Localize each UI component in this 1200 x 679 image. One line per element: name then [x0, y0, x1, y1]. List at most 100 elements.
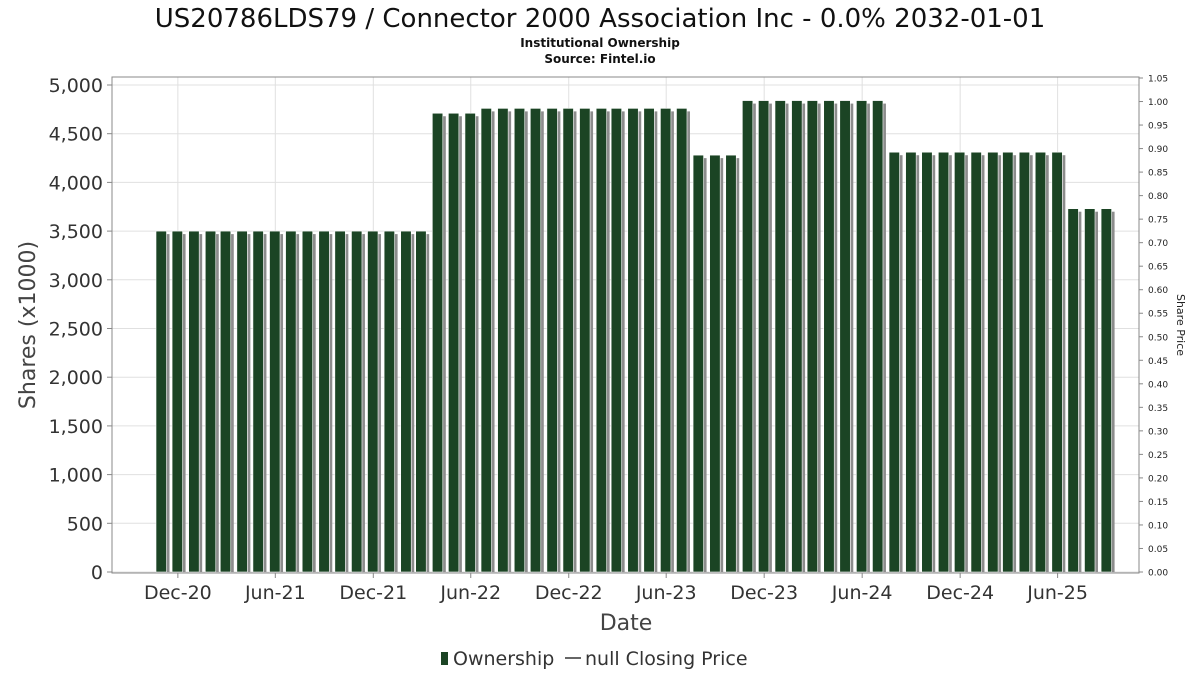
bar — [351, 230, 363, 573]
y2-tick-label: 0.80 — [1148, 192, 1168, 202]
y2-axis-title: Share Price — [1174, 294, 1187, 356]
x-axis: Dec-20 Jun-21 Dec-21 Jun-22 Dec-22 Jun-23 Dec-… — [144, 573, 1088, 604]
bar — [367, 230, 379, 573]
bar — [318, 230, 330, 573]
y2-tick-label: 0.35 — [1148, 404, 1168, 414]
y-tick-label: 3,500 — [49, 221, 103, 243]
y2-tick-label: 0.15 — [1148, 498, 1168, 508]
bar — [171, 230, 183, 573]
bar — [529, 108, 542, 573]
x-axis-title: Date — [600, 611, 653, 636]
y-tick-label: 0 — [91, 562, 103, 584]
y-tick-label: 5,000 — [49, 75, 103, 97]
y2-tick-label: 0.20 — [1148, 474, 1168, 484]
bar — [742, 100, 754, 573]
bar — [285, 230, 297, 573]
bar — [236, 230, 248, 573]
y2-tick-label: 1.05 — [1148, 75, 1168, 85]
y2-tick-label: 0.25 — [1148, 451, 1168, 461]
y2-tick-label: 0.40 — [1148, 380, 1168, 390]
bar — [269, 230, 281, 573]
y-axis-title: Shares (x1000) — [16, 241, 41, 409]
bar — [448, 112, 460, 573]
x-tick-label: Jun-23 — [635, 582, 697, 604]
x-tick-label: Jun-24 — [831, 582, 893, 604]
y2-tick-label: 0.60 — [1148, 286, 1168, 296]
bar — [415, 230, 427, 573]
y-tick-label: 2,500 — [49, 319, 103, 341]
bar — [791, 100, 803, 573]
y2-tick-label: 0.85 — [1148, 169, 1168, 179]
bar — [938, 151, 950, 573]
y2-tick-label: 0.55 — [1148, 310, 1168, 320]
bar — [1034, 151, 1047, 573]
bar — [1100, 208, 1112, 573]
bars-layer — [155, 100, 1115, 573]
bar — [204, 230, 217, 573]
bar — [888, 151, 900, 573]
chart-subtitle-line-2: Source: Fintel.io — [544, 52, 655, 66]
x-tick-label: Dec-24 — [926, 582, 994, 604]
y2-tick-label: 0.00 — [1148, 569, 1168, 579]
x-tick-label: Jun-25 — [1026, 582, 1088, 604]
y-tick-label: 3,000 — [49, 270, 103, 292]
bar — [709, 154, 721, 573]
y2-tick-label: 0.30 — [1148, 427, 1168, 437]
y-tick-label: 500 — [67, 513, 103, 535]
x-tick-label: Dec-21 — [339, 582, 407, 604]
bar — [774, 100, 786, 573]
bar — [219, 230, 232, 573]
bar — [758, 100, 770, 573]
bar — [725, 154, 737, 573]
x-tick-label: Dec-23 — [730, 582, 798, 604]
bar — [987, 151, 999, 573]
y-tick-label: 1,500 — [49, 416, 103, 438]
bar — [432, 112, 444, 573]
y-axis: 0 500 1,000 1,500 2,000 2,500 3,000 3,500 4,000 4… — [49, 75, 112, 584]
y2-tick-label: 0.10 — [1148, 521, 1168, 531]
legend: Ownership null Closing Price — [441, 648, 748, 670]
y2-tick-label: 0.65 — [1148, 263, 1168, 273]
bar — [806, 100, 818, 573]
bar — [839, 100, 851, 573]
bar — [497, 108, 509, 573]
bar — [546, 108, 558, 573]
bar — [872, 100, 884, 573]
bar — [595, 108, 607, 573]
bar — [921, 151, 933, 573]
y-tick-label: 4,000 — [49, 172, 103, 194]
bar — [1018, 151, 1030, 573]
bar — [643, 108, 655, 573]
bar — [660, 108, 672, 573]
bar — [627, 108, 639, 573]
y2-tick-label: 0.90 — [1148, 145, 1168, 155]
y2-tick-label: 1.00 — [1148, 98, 1168, 108]
bar — [383, 230, 395, 573]
chart-title: US20786LDS79 / Connector 2000 Associatio… — [155, 4, 1046, 34]
bar — [579, 108, 591, 573]
bar — [334, 230, 346, 573]
bar — [856, 100, 868, 573]
bar — [562, 108, 574, 573]
x-tick-label: Dec-20 — [144, 582, 212, 604]
bar — [692, 154, 704, 573]
x-tick-label: Dec-22 — [535, 582, 603, 604]
y-tick-label: 2,000 — [49, 367, 103, 389]
bar — [513, 108, 526, 573]
bar — [301, 230, 313, 573]
y2-tick-label: 0.05 — [1148, 545, 1168, 555]
bar — [1084, 208, 1096, 573]
bar — [155, 230, 167, 573]
legend-ownership-swatch — [441, 652, 448, 665]
y-tick-label: 4,500 — [49, 124, 103, 146]
y2-axis: 0.00 0.05 0.10 0.15 0.20 0.25 0.30 0.35 0.40 0.45… — [1139, 75, 1168, 579]
bar — [905, 151, 917, 573]
x-tick-label: Jun-22 — [439, 582, 501, 604]
legend-ownership-label: Ownership — [453, 648, 554, 670]
bar — [252, 230, 264, 573]
bar — [823, 100, 835, 573]
bar — [188, 230, 200, 573]
bar — [464, 112, 476, 573]
